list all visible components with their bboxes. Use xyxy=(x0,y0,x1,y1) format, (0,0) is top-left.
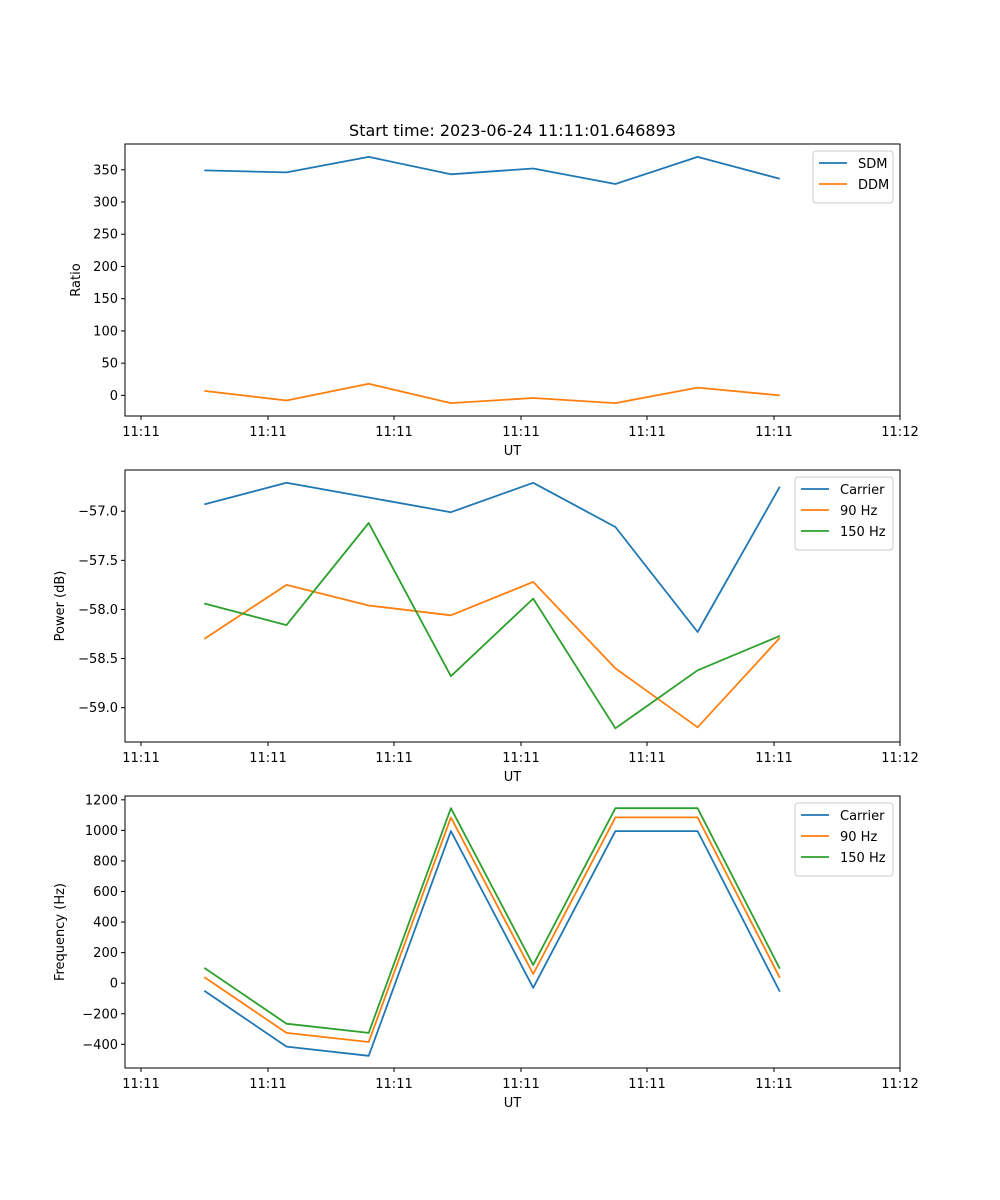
ratio-panel: 11:11 11:11 11:11 11:11 11:11 11:11 11:12 0 50 10… xyxy=(69,143,919,459)
legend-label: Carrier xyxy=(840,483,885,498)
y-tick-label: 0 xyxy=(110,389,118,404)
y-tick-label: 1000 xyxy=(85,824,118,839)
series-line-90-hz xyxy=(203,816,781,1043)
x-axis-label: UT xyxy=(504,770,522,785)
y-axis-label: Frequency (Hz) xyxy=(53,883,68,981)
legend-label: DDM xyxy=(858,178,889,193)
x-tick-label: 11:11 xyxy=(502,425,539,440)
legend-label: SDM xyxy=(858,157,887,172)
x-tick-label: 11:11 xyxy=(249,425,286,440)
x-tick-label: 11:11 xyxy=(755,425,792,440)
y-tick-label: 800 xyxy=(93,854,118,869)
y-axis-label: Ratio xyxy=(69,263,84,296)
legend-label: 90 Hz xyxy=(840,830,877,845)
x-tick-label: 11:11 xyxy=(375,425,412,440)
x-axis-label: UT xyxy=(504,1096,522,1111)
y-axis-label: Power (dB) xyxy=(53,571,68,642)
chart-title: Start time: 2023-06-24 11:11:01.646893 xyxy=(349,121,676,140)
plot-frame xyxy=(124,469,901,743)
x-tick-label: 11:11 xyxy=(249,751,286,766)
x-tick-label: 11:11 xyxy=(122,751,159,766)
y-tick-label: −57.5 xyxy=(78,554,118,569)
y-tick-label: −58.0 xyxy=(78,603,118,618)
x-tick-label: 11:11 xyxy=(502,751,539,766)
legend-label: 150 Hz xyxy=(840,851,886,866)
x-tick-label: 11:11 xyxy=(249,1077,286,1092)
legend-label: 90 Hz xyxy=(840,504,877,519)
y-tick-label: 150 xyxy=(93,292,118,307)
x-tick-label: 11:11 xyxy=(755,751,792,766)
series-line-90-hz xyxy=(203,581,781,729)
x-axis-label: UT xyxy=(504,444,522,459)
x-tick-label: 11:11 xyxy=(628,751,665,766)
legend-label: Carrier xyxy=(840,809,885,824)
x-tick-label: 11:11 xyxy=(755,1077,792,1092)
y-tick-label: 250 xyxy=(93,228,118,243)
y-tick-label: 200 xyxy=(93,260,118,275)
legend xyxy=(812,150,894,204)
y-tick-label: 100 xyxy=(93,324,118,339)
x-tick-label: 11:11 xyxy=(628,1077,665,1092)
x-tick-label: 11:11 xyxy=(122,1077,159,1092)
y-tick-label: −57.0 xyxy=(78,505,118,520)
series-line-sdm xyxy=(204,155,781,185)
y-tick-label: −58.5 xyxy=(78,652,118,667)
series-line-carrier xyxy=(204,481,781,633)
series-line-carrier xyxy=(203,830,781,1057)
y-tick-label: −200 xyxy=(82,1007,118,1022)
x-tick-label: 11:11 xyxy=(375,1077,412,1092)
legend-label: 150 Hz xyxy=(840,525,886,540)
y-tick-label: 300 xyxy=(93,196,118,211)
y-tick-label: 400 xyxy=(93,916,118,931)
y-tick-label: 1200 xyxy=(85,793,118,808)
series-line-ddm xyxy=(204,382,780,405)
series-line-150-hz xyxy=(203,807,781,1034)
series-line-150-hz xyxy=(204,522,781,730)
y-tick-label: 50 xyxy=(101,357,118,372)
y-tick-label: −400 xyxy=(82,1038,118,1053)
y-tick-label: 350 xyxy=(93,163,118,178)
x-tick-label: 11:11 xyxy=(502,1077,539,1092)
power-panel: 11:11 11:11 11:11 11:11 11:11 11:11 11:12 −59.0… xyxy=(53,469,919,785)
x-tick-label: 11:12 xyxy=(881,1077,918,1092)
frequency-panel: 11:11 11:11 11:11 11:11 11:11 11:11 11:12 −400 −… xyxy=(53,793,919,1111)
plot-frame xyxy=(124,795,901,1069)
x-tick-label: 11:11 xyxy=(122,425,159,440)
x-tick-label: 11:12 xyxy=(881,751,918,766)
y-tick-label: −59.0 xyxy=(78,701,118,716)
y-tick-label: 0 xyxy=(110,977,118,992)
x-tick-label: 11:11 xyxy=(628,425,665,440)
y-tick-label: 200 xyxy=(93,946,118,961)
y-tick-label: 600 xyxy=(93,885,118,900)
x-tick-label: 11:12 xyxy=(881,425,918,440)
x-tick-label: 11:11 xyxy=(375,751,412,766)
plot-frame xyxy=(124,143,901,417)
